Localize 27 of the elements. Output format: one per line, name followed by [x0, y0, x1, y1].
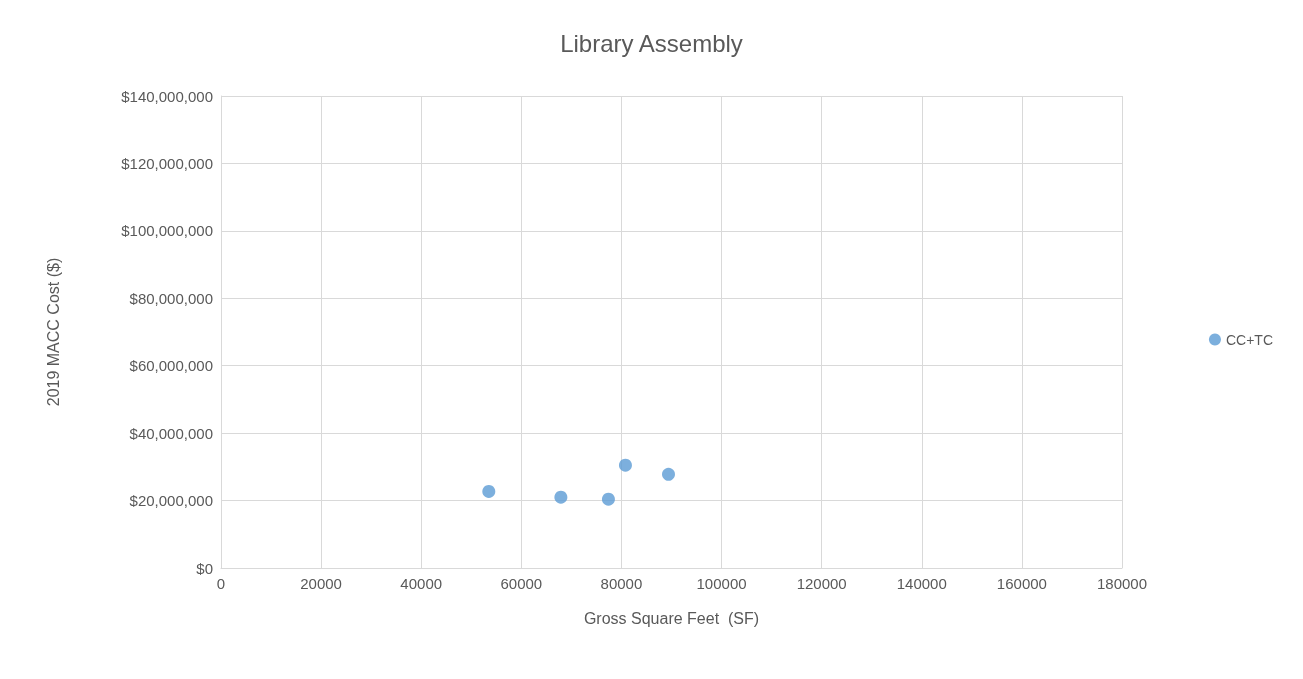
- x-tick-label: 120000: [796, 575, 847, 592]
- y-tick-label: $120,000,000: [121, 154, 213, 172]
- y-tick-label: $20,000,000: [129, 492, 213, 510]
- y-tick-label: $40,000,000: [129, 424, 213, 442]
- x-tick-label: 140000: [896, 575, 947, 592]
- x-tick-label: 20000: [300, 575, 342, 592]
- x-tick-label: 40000: [400, 575, 443, 592]
- point: [601, 492, 615, 506]
- legend-label: CC+TC: [1225, 331, 1273, 348]
- chart-title: Library Assembly: [560, 29, 743, 57]
- x-tick-label: 180000: [1096, 575, 1148, 592]
- x-tick-label: 100000: [696, 575, 747, 592]
- point: [554, 490, 568, 504]
- y-tick-label: $80,000,000: [129, 289, 213, 307]
- point: [482, 484, 496, 498]
- y-axis-title: 2019 MACC Cost ($): [44, 257, 62, 407]
- x-tick-label: 160000: [996, 575, 1047, 592]
- y-tick-label: $140,000,000: [121, 87, 213, 105]
- y-tick-label: $100,000,000: [121, 222, 213, 240]
- x-tick-label: 0: [216, 575, 226, 592]
- x-axis-title: Gross Square Feet (SF): [583, 609, 760, 627]
- y-tick-label: $60,000,000: [129, 357, 213, 375]
- point: [618, 458, 632, 472]
- y-tick-label: $0: [196, 559, 213, 577]
- x-tick-label: 60000: [500, 575, 543, 592]
- point: [662, 467, 675, 481]
- x-tick-label: 80000: [600, 575, 643, 592]
